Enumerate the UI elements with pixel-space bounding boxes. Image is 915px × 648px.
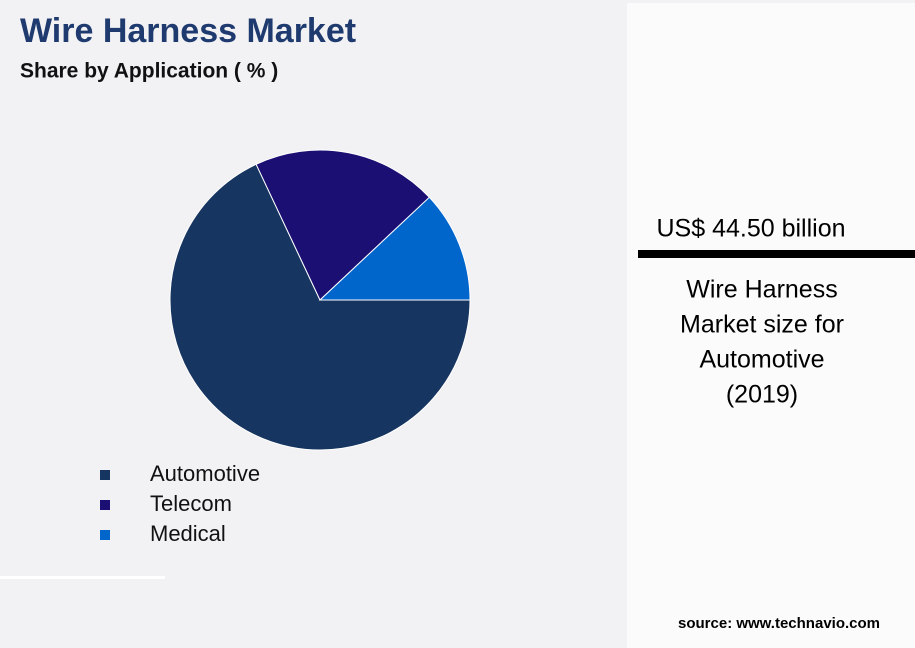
caption-line: Wire Harness	[686, 276, 837, 304]
caption-line: (2019)	[726, 381, 798, 409]
headline: US$ 44.50 billion	[656, 215, 845, 243]
legend-marker	[100, 530, 110, 540]
legend-label: Automotive	[150, 461, 260, 486]
caption-line: Automotive	[699, 346, 824, 374]
legend-marker	[100, 500, 110, 510]
legend-label: Telecom	[150, 491, 232, 516]
legend-label: Medical	[150, 521, 226, 546]
chart-subtitle: Share by Application ( % )	[20, 60, 278, 83]
chart-title: Wire Harness Market	[20, 12, 356, 50]
headline-bar	[638, 250, 915, 258]
pie-slice	[255, 149, 431, 301]
pie-slice	[318, 196, 471, 301]
pie-slice	[169, 163, 471, 451]
divider	[0, 576, 165, 579]
legend: Automotive Telecom Medical	[100, 461, 260, 546]
side-panel	[627, 3, 915, 648]
pie	[169, 149, 471, 451]
caption-line: Market size for	[680, 311, 844, 339]
legend-marker	[100, 470, 110, 480]
caption: Wire Harness Market size for Automotive (20…	[680, 276, 844, 409]
source: source: www.technavio.com	[678, 615, 880, 632]
